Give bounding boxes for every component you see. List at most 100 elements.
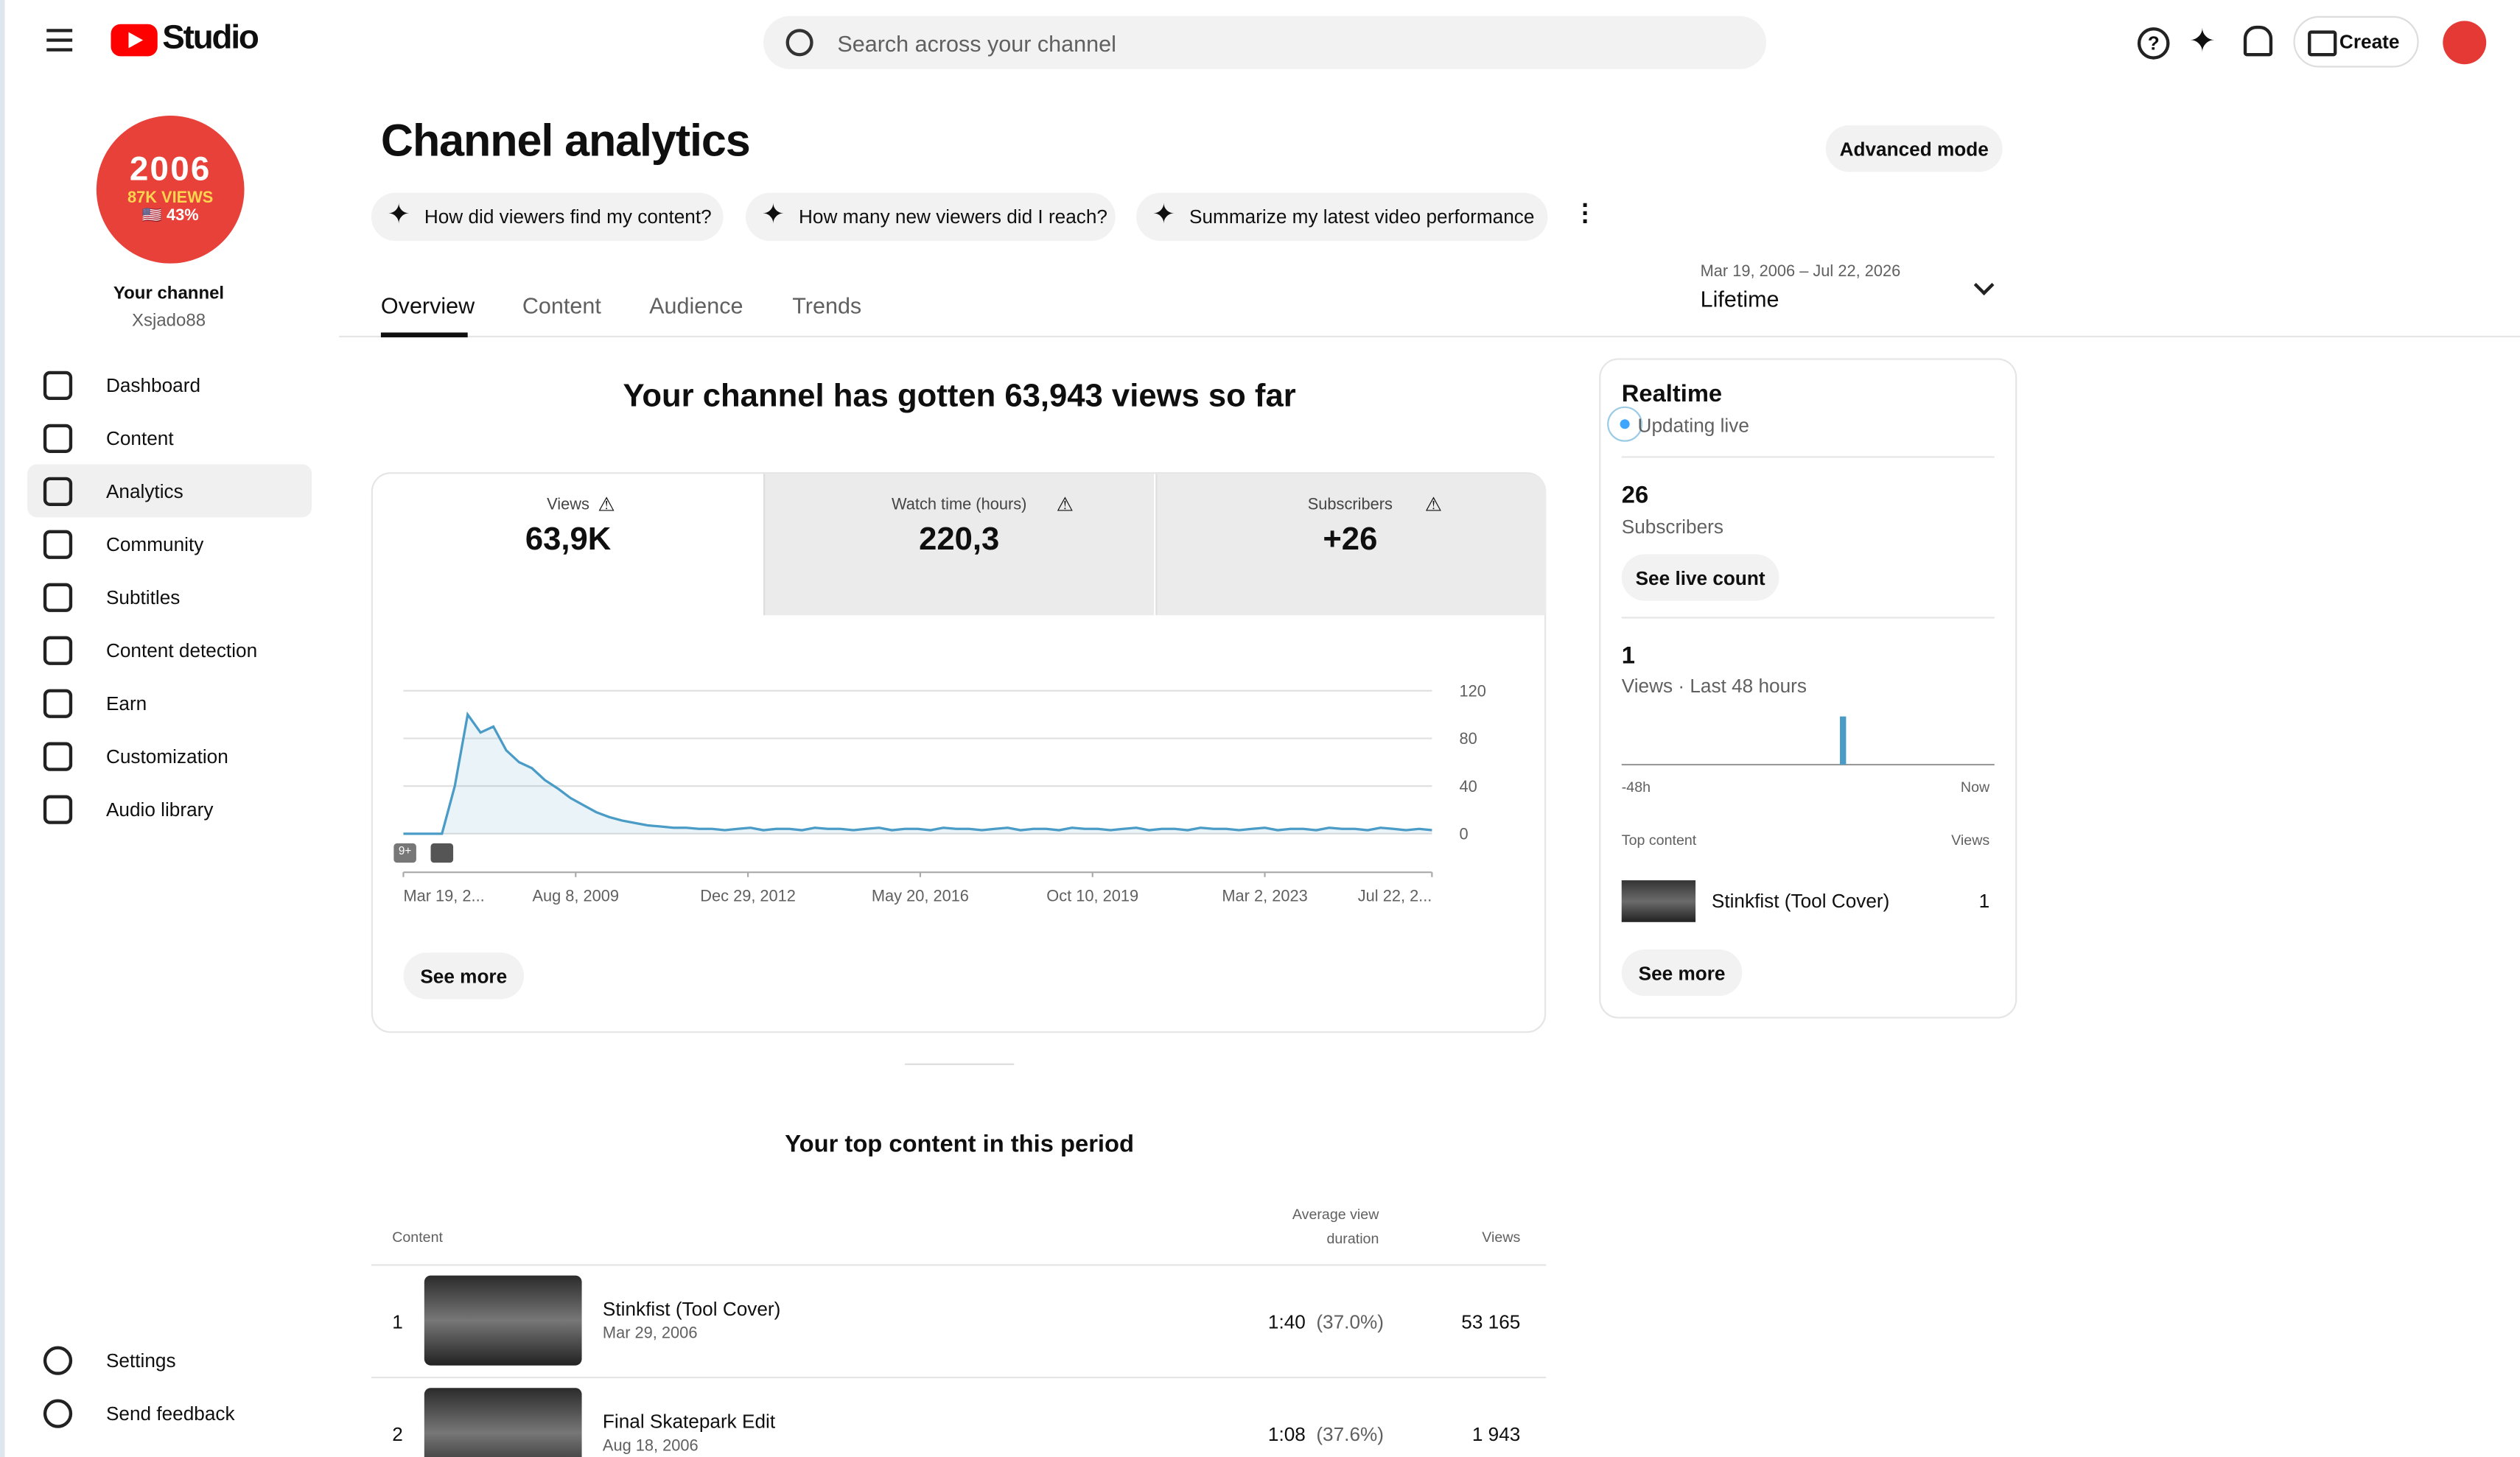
metric-tab[interactable] (1155, 474, 1546, 616)
avatar-views: 87K VIEWS (127, 189, 214, 208)
metric-label: Subscribers (1307, 496, 1393, 514)
row-title[interactable]: Final Skatepark Edit (602, 1410, 776, 1433)
logo-text[interactable]: Studio (162, 19, 259, 57)
row-views: 53 165 (1461, 1310, 1521, 1334)
rt-divider (1621, 456, 1995, 458)
rt-views-label: Views · Last 48 hours (1621, 674, 1807, 698)
row-rank: 2 (392, 1423, 403, 1446)
nav-icon[interactable] (43, 689, 73, 718)
row-percent: (37.6%) (1316, 1423, 1385, 1446)
nav-item[interactable]: Dashboard (105, 374, 201, 397)
rt-top-content: Top content (1621, 832, 1697, 849)
nav-item[interactable]: Earn (105, 692, 147, 715)
search-placeholder: Search across your channel (837, 30, 1116, 57)
metric-value: 220,3 (919, 522, 1000, 558)
nav-icon[interactable] (43, 795, 73, 824)
row-thumbnail[interactable] (424, 1275, 582, 1366)
row-title[interactable]: Stinkfist (Tool Cover) (602, 1298, 781, 1321)
rt-views: 1 (1621, 642, 1635, 670)
row-date: Mar 29, 2006 (602, 1325, 698, 1344)
prompt-icon: ✦ (1152, 199, 1175, 230)
nav-item[interactable]: Content detection (105, 639, 258, 662)
nav-item[interactable]: Audio library (105, 798, 214, 821)
rt-see-more[interactable]: See more (1621, 949, 1743, 997)
period-dropdown[interactable] (1973, 275, 1995, 295)
spark-icon[interactable]: ✦ (2188, 24, 2216, 60)
nav-icon[interactable] (43, 583, 73, 612)
rt-thumbnail[interactable] (1621, 880, 1696, 922)
rt-axis-start: -48h (1621, 779, 1651, 796)
rt-subscribers-label: Subscribers (1621, 516, 1723, 538)
rt-views-col: Views (1951, 832, 1990, 849)
prompt-chip[interactable]: Summarize my latest video performance (1136, 192, 1548, 242)
nav-item[interactable]: Subtitles (105, 586, 181, 609)
col-duration: Average view duration (1292, 1206, 1379, 1247)
overview-see-more[interactable]: See more (403, 952, 525, 1000)
nav-icon[interactable] (43, 530, 73, 559)
nav-item[interactable]: Settings (105, 1349, 176, 1372)
nav-active-bg (27, 464, 312, 518)
metric-label: Views (547, 496, 589, 514)
nav-icon[interactable] (43, 1399, 73, 1428)
logo-icon[interactable] (111, 24, 158, 57)
menu-button[interactable] (46, 29, 73, 52)
metric-warning: ⚠ (598, 493, 615, 516)
account-avatar[interactable] (2443, 21, 2487, 65)
nav-item[interactable]: Customization (105, 745, 228, 768)
channel-avatar[interactable]: 2006 87K VIEWS 🇺🇸 43% (96, 116, 245, 264)
tab[interactable]: Overview (380, 292, 475, 318)
chart-marker-video (430, 843, 454, 863)
col-content: Content (392, 1229, 443, 1246)
metric-tab[interactable] (763, 474, 1155, 616)
overview-card (371, 472, 1547, 1033)
chart-marker-badge: 9+ (393, 843, 416, 863)
nav-icon[interactable] (43, 636, 73, 665)
metric-value: 63,9K (525, 522, 612, 558)
nav-icon[interactable] (43, 742, 73, 771)
nav-item[interactable]: Content (105, 427, 174, 450)
period[interactable]: Lifetime (1700, 286, 1779, 312)
nav-item[interactable]: Analytics (105, 480, 183, 503)
channel-handle: Xsjado88 (131, 312, 206, 331)
overview-headline: Your channel has gotten 63,943 views so … (623, 379, 1296, 415)
tab[interactable]: Audience (649, 292, 743, 318)
nav-icon[interactable] (43, 424, 73, 453)
nav-item[interactable]: Send feedback (105, 1402, 235, 1425)
row-duration: 1:08 (1267, 1423, 1306, 1446)
tab[interactable]: Content (522, 292, 601, 318)
search-icon (785, 29, 813, 57)
tab[interactable]: Trends (792, 292, 862, 318)
date-range[interactable]: Mar 19, 2006 – Jul 22, 2026 (1700, 263, 1901, 281)
tabs-divider (339, 335, 2520, 337)
metric-label: Watch time (hours) (891, 496, 1027, 514)
realtime-status: Updating live (1637, 414, 1749, 438)
nav-icon[interactable] (43, 371, 73, 401)
rt-axis-end: Now (1960, 779, 1990, 796)
realtime-title: Realtime (1621, 380, 1723, 408)
metric-tab[interactable] (373, 474, 764, 616)
advanced-mode-button[interactable]: Advanced mode (1825, 125, 2003, 172)
help-icon[interactable]: ? (2137, 27, 2170, 60)
more-icon[interactable]: · · · (1581, 192, 1590, 236)
channel-label: Your channel (113, 284, 225, 304)
nav-item[interactable]: Community (105, 533, 204, 556)
search-bar[interactable]: Search across your channel (763, 15, 1767, 69)
nav-icon[interactable] (43, 1346, 73, 1375)
row-divider (371, 1264, 1547, 1266)
rt-item-title[interactable]: Stinkfist (Tool Cover) (1711, 890, 1890, 913)
bell-icon[interactable] (2243, 25, 2273, 57)
create-button[interactable]: Create (2293, 15, 2419, 68)
page-title: Channel analytics (380, 116, 751, 166)
prompt-chip[interactable]: How did viewers find my content? (371, 192, 724, 242)
create-icon (2308, 30, 2337, 57)
nav-icon[interactable] (43, 477, 73, 506)
row-thumbnail[interactable] (424, 1388, 582, 1457)
see-live-count[interactable]: See live count (1621, 554, 1779, 601)
rt-subscribers: 26 (1621, 482, 1649, 510)
row-divider (371, 1376, 1547, 1379)
row-views: 1 943 (1471, 1423, 1521, 1446)
prompt-chip[interactable]: How many new viewers did I reach? (746, 192, 1116, 242)
live-dot (1607, 406, 1643, 442)
